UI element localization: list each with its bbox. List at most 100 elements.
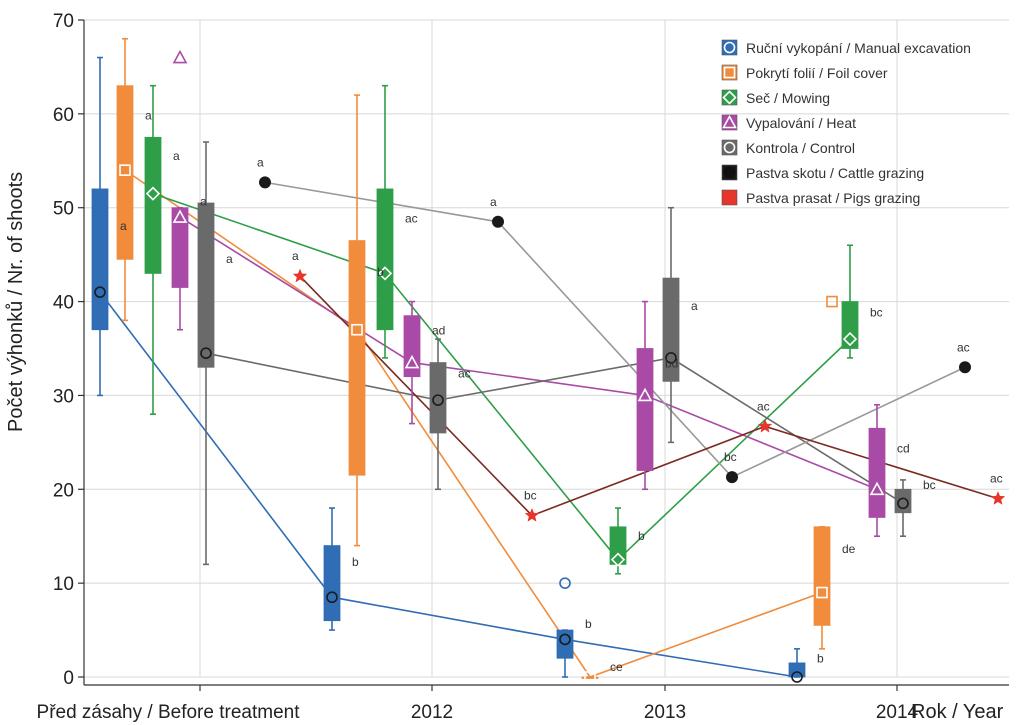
significance-label: de xyxy=(842,542,856,556)
x-axis-label: Rok / Year xyxy=(911,701,1004,723)
box xyxy=(197,141,215,566)
y-tick-label: 60 xyxy=(53,105,74,126)
significance-label: a xyxy=(173,149,180,163)
data-point xyxy=(292,268,308,283)
box xyxy=(429,338,447,491)
data-point xyxy=(637,387,653,402)
legend-label: Vypalování / Heat xyxy=(746,115,856,131)
box-body xyxy=(171,207,189,288)
significance-label: ac xyxy=(458,367,471,381)
box xyxy=(841,244,859,359)
box xyxy=(556,577,574,678)
data-point xyxy=(145,186,161,201)
point-markers xyxy=(259,176,1006,522)
legend-item: Pokrytí folií / Foil cover xyxy=(721,64,888,81)
significance-label: bd xyxy=(665,356,678,370)
data-point xyxy=(584,671,596,683)
significance-label: bc xyxy=(923,478,936,492)
data-point xyxy=(200,347,212,359)
y-tick-label: 30 xyxy=(53,386,74,407)
box xyxy=(116,37,134,322)
significance-label: b xyxy=(638,529,645,543)
data-point xyxy=(842,331,858,347)
data-point xyxy=(723,166,736,179)
legend-label: Seč / Mowing xyxy=(746,90,830,106)
significance-label: a xyxy=(257,155,264,169)
data-point xyxy=(990,491,1006,505)
legend-item: Pastva skotu / Cattle grazing xyxy=(721,164,924,181)
significance-labels: a b b b a b ce de a ac b bc a ad bd cd a ac a bc a a bc ac a bc ac… xyxy=(120,108,1003,674)
series-line xyxy=(205,352,904,505)
significance-label: a xyxy=(292,249,299,263)
y-axis-ticks: 0 10 20 30 40 50 60 70 xyxy=(53,11,84,689)
data-point xyxy=(723,41,736,54)
box-body xyxy=(429,362,447,434)
significance-label: ad xyxy=(432,323,445,337)
box-body xyxy=(144,136,162,274)
box xyxy=(171,49,189,331)
plot-frame xyxy=(83,20,1009,686)
legend-swatch xyxy=(721,64,738,81)
y-tick-label: 70 xyxy=(53,11,74,32)
box xyxy=(376,84,394,359)
box xyxy=(813,295,838,650)
data-point xyxy=(897,497,909,510)
series-line xyxy=(124,169,823,678)
legend-item: Ruční vykopání / Manual excavation xyxy=(721,39,971,56)
legend-label: Pokrytí folií / Foil cover xyxy=(746,65,888,81)
legend-item: Kontrola / Control xyxy=(721,139,855,156)
box xyxy=(894,479,912,538)
box-body xyxy=(116,85,134,260)
box-body xyxy=(788,662,806,678)
legend-label: Pastva skotu / Cattle grazing xyxy=(746,165,924,181)
data-point xyxy=(404,354,420,369)
box xyxy=(581,671,599,683)
significance-label: a xyxy=(120,219,127,233)
data-point xyxy=(791,671,803,683)
box-body xyxy=(376,188,394,331)
significance-label: bc xyxy=(524,489,537,503)
significance-label: bc xyxy=(724,450,737,464)
significance-label: b xyxy=(585,617,592,631)
legend-swatch xyxy=(721,89,738,106)
box-body xyxy=(609,526,627,565)
data-point xyxy=(492,215,504,228)
box xyxy=(403,300,421,425)
significance-label: b xyxy=(352,555,359,569)
significance-label: b xyxy=(377,265,384,279)
y-tick-label: 0 xyxy=(63,668,74,689)
box-body xyxy=(813,526,831,626)
significance-label: ac xyxy=(757,399,770,413)
series-line xyxy=(99,291,798,678)
data-point xyxy=(723,66,736,79)
legend-label: Pastva prasat / Pigs grazing xyxy=(746,190,920,206)
significance-label: cd xyxy=(897,442,910,456)
data-point xyxy=(351,323,363,336)
data-point xyxy=(869,481,885,496)
x-tick-label: 2013 xyxy=(644,702,686,723)
y-tick-label: 20 xyxy=(53,480,74,501)
legend-label: Ruční vykopání / Manual excavation xyxy=(746,40,971,56)
box-body xyxy=(636,348,654,471)
box-body xyxy=(894,488,912,514)
x-tick-label: 2012 xyxy=(411,702,453,723)
y-axis-label: Počet výhonků / Nr. of shoots xyxy=(5,172,27,432)
box xyxy=(868,404,886,538)
box-body xyxy=(348,240,366,476)
x-tick-label: 2014 xyxy=(876,702,919,723)
data-point xyxy=(610,552,626,567)
data-point xyxy=(816,586,828,599)
data-point xyxy=(826,295,838,308)
legend-item: Pastva prasat / Pigs grazing xyxy=(721,189,920,206)
significance-label: ce xyxy=(610,660,623,674)
legend-item: Vypalování / Heat xyxy=(721,114,856,131)
significance-label: a xyxy=(691,299,698,313)
x-tick-label: Před zásahy / Before treatment xyxy=(37,702,301,723)
series-line xyxy=(179,216,878,491)
data-point xyxy=(722,114,737,129)
box xyxy=(91,56,109,397)
legend: Ruční vykopání / Manual excavation Pokryt… xyxy=(721,39,971,206)
y-tick-label: 10 xyxy=(53,574,74,595)
box-body xyxy=(403,315,421,378)
